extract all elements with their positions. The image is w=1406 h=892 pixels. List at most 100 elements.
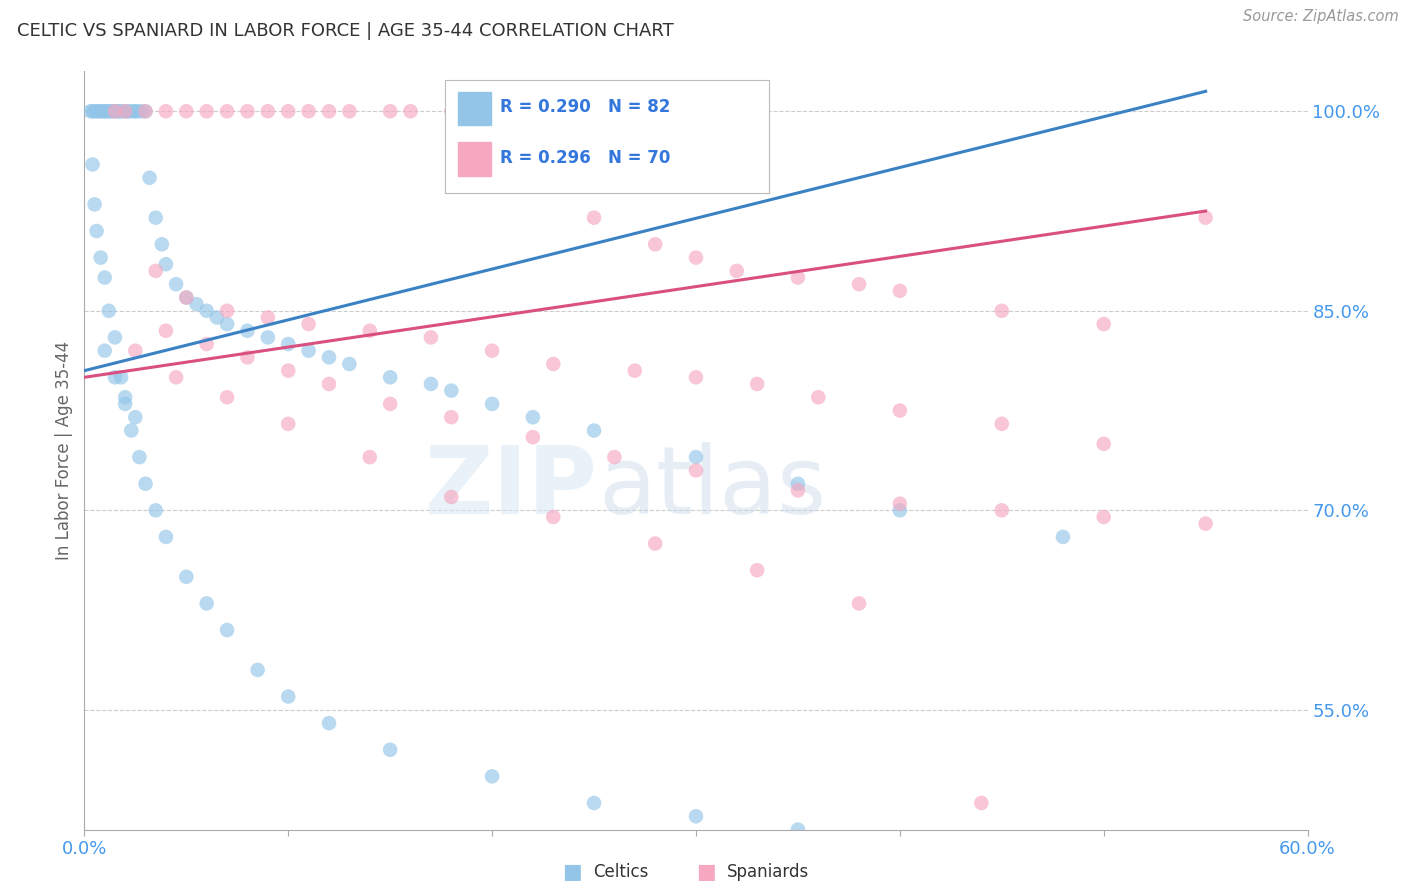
- Point: [991, 503, 1014, 517]
- Point: [114, 390, 136, 404]
- Point: [165, 277, 187, 292]
- Point: [257, 310, 280, 325]
- Point: [277, 104, 299, 119]
- Point: [848, 596, 870, 610]
- Point: [481, 104, 503, 119]
- Point: [97, 303, 120, 318]
- Point: [583, 796, 606, 810]
- Point: [79, 104, 101, 119]
- Point: [110, 104, 132, 119]
- Point: [440, 384, 463, 398]
- Point: [124, 343, 146, 358]
- Point: [82, 157, 104, 171]
- Point: [318, 716, 340, 731]
- Point: [481, 769, 503, 783]
- Point: [186, 297, 208, 311]
- Point: [848, 277, 870, 292]
- Point: [114, 104, 136, 119]
- Point: [339, 104, 361, 119]
- Point: [135, 476, 157, 491]
- Point: [991, 417, 1014, 431]
- Point: [970, 796, 993, 810]
- Text: Celtics: Celtics: [593, 863, 648, 881]
- Point: [1195, 516, 1218, 531]
- Point: [889, 403, 911, 417]
- Point: [118, 104, 141, 119]
- Point: [298, 343, 321, 358]
- Point: [104, 104, 127, 119]
- Point: [131, 104, 153, 119]
- Text: CELTIC VS SPANIARD IN LABOR FORCE | AGE 35-44 CORRELATION CHART: CELTIC VS SPANIARD IN LABOR FORCE | AGE …: [17, 22, 673, 40]
- Point: [787, 822, 810, 837]
- Point: [217, 390, 239, 404]
- Point: [420, 376, 443, 391]
- Point: [787, 476, 810, 491]
- Point: [195, 596, 218, 610]
- Point: [257, 104, 280, 119]
- Point: [246, 663, 269, 677]
- Point: [145, 211, 167, 225]
- Point: [104, 104, 127, 119]
- Point: [155, 530, 177, 544]
- Point: [359, 324, 381, 338]
- Point: [174, 291, 197, 305]
- Point: [86, 224, 108, 238]
- Point: [685, 251, 707, 265]
- Point: [105, 104, 128, 119]
- Point: [195, 303, 218, 318]
- Point: [339, 357, 361, 371]
- Point: [174, 570, 197, 584]
- Point: [97, 104, 120, 119]
- Point: [277, 417, 299, 431]
- Point: [124, 410, 146, 425]
- Text: Spaniards: Spaniards: [727, 863, 808, 881]
- Point: [155, 324, 177, 338]
- Point: [100, 104, 122, 119]
- Point: [543, 510, 565, 524]
- Y-axis label: In Labor Force | Age 35-44: In Labor Force | Age 35-44: [55, 341, 73, 560]
- Point: [93, 104, 115, 119]
- Point: [174, 291, 197, 305]
- Point: [277, 690, 299, 704]
- Point: [1195, 863, 1218, 877]
- Point: [236, 351, 259, 365]
- Point: [114, 104, 136, 119]
- Point: [889, 503, 911, 517]
- Point: [115, 104, 138, 119]
- Point: [747, 563, 769, 577]
- Text: atlas: atlas: [598, 442, 827, 534]
- Point: [122, 104, 145, 119]
- Point: [101, 104, 124, 119]
- Point: [929, 836, 952, 850]
- Point: [195, 104, 218, 119]
- Point: [624, 364, 647, 378]
- Point: [195, 337, 218, 351]
- Point: [108, 104, 131, 119]
- Point: [380, 397, 402, 411]
- Point: [104, 330, 127, 344]
- Point: [440, 104, 463, 119]
- Point: [150, 237, 173, 252]
- Point: [685, 463, 707, 477]
- Point: [90, 251, 112, 265]
- Point: [82, 104, 104, 119]
- Point: [1195, 211, 1218, 225]
- Point: [145, 503, 167, 517]
- Point: [120, 424, 142, 438]
- Point: [298, 104, 321, 119]
- Point: [277, 364, 299, 378]
- Point: [217, 623, 239, 637]
- Point: [359, 450, 381, 464]
- Point: [583, 211, 606, 225]
- Point: [399, 104, 422, 119]
- Point: [522, 104, 544, 119]
- Point: [277, 337, 299, 351]
- Text: ■: ■: [562, 863, 582, 882]
- Point: [155, 104, 177, 119]
- Point: [685, 370, 707, 384]
- Point: [135, 104, 157, 119]
- Point: [93, 270, 115, 285]
- Point: [236, 104, 259, 119]
- Point: [787, 483, 810, 498]
- Point: [86, 104, 108, 119]
